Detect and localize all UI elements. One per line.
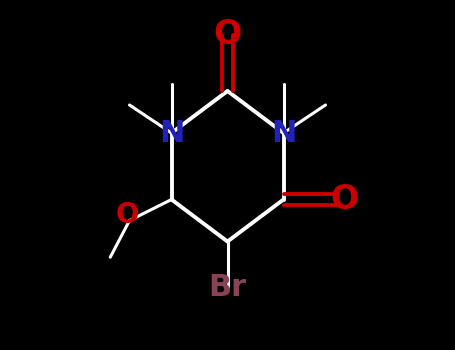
Text: N: N: [271, 119, 296, 147]
Text: Br: Br: [208, 273, 247, 301]
Text: O: O: [331, 183, 359, 216]
Text: N: N: [159, 119, 184, 147]
Text: O: O: [213, 19, 242, 51]
Text: O: O: [116, 201, 140, 229]
